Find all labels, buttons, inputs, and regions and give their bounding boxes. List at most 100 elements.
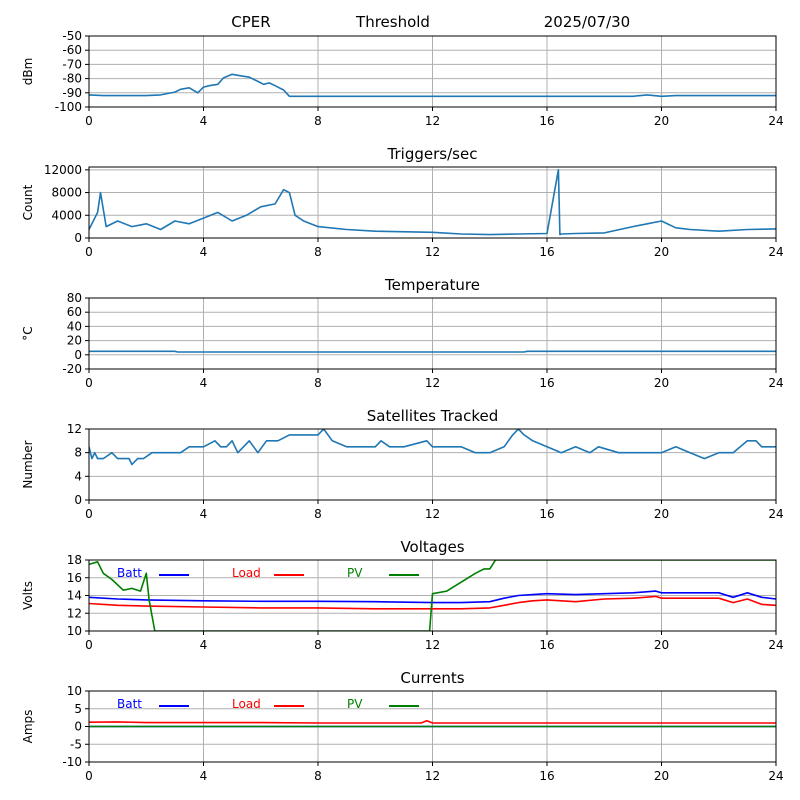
- x-tick-label: 8: [314, 245, 322, 259]
- chart-title: Temperature: [384, 276, 480, 294]
- y-tick-label: 80: [67, 291, 82, 305]
- y-tick-label: 4000: [51, 208, 82, 222]
- x-tick-label: 12: [425, 376, 440, 390]
- series-group: [89, 350, 776, 353]
- chart-panel-1: 0 4 8 12 16 20 24 -100-90-80-70-60-50 dBm: [21, 29, 784, 128]
- y-tick-label: -100: [55, 100, 82, 114]
- chart-panel-2: 0 4 8 12 16 20 24 0 4000 8000 12000 Triggers/sec Cou…: [21, 145, 784, 259]
- series-line-pv: [89, 560, 776, 631]
- legend-label: Load: [232, 697, 261, 711]
- x-tick-label: 8: [314, 376, 322, 390]
- chart-title: Currents: [400, 669, 464, 687]
- series-line: [89, 73, 776, 98]
- x-tick-label: 24: [768, 638, 783, 652]
- y-tick-label: 40: [67, 319, 82, 333]
- y-tick-label: -70: [62, 57, 82, 71]
- legend-item-load: Load: [232, 697, 304, 711]
- legend-item-batt: Batt: [117, 697, 189, 711]
- legend-label: Batt: [117, 566, 142, 580]
- series-line-batt: [89, 590, 776, 604]
- x-tick-label: 4: [200, 769, 208, 783]
- x-tick-label: 12: [425, 769, 440, 783]
- x-tick-label: 0: [85, 376, 93, 390]
- x-tick-label: 0: [85, 114, 93, 128]
- series-line-load: [89, 595, 776, 610]
- series-group: [89, 719, 776, 728]
- x-tick-label: 16: [539, 114, 554, 128]
- y-tick-label: 10: [67, 624, 82, 638]
- y-tick-label: 0: [74, 348, 82, 362]
- y-axis-label: dBm: [21, 58, 35, 86]
- y-tick-label: 4: [74, 469, 82, 483]
- x-tick-label: 20: [654, 638, 669, 652]
- chart-panel-4: 0 4 8 12 16 20 24 0 4 8 12 Satellites Tracked Number: [21, 407, 784, 521]
- y-tick-label: 14: [67, 589, 82, 603]
- series-line: [89, 429, 776, 466]
- y-tick-label: 10: [67, 684, 82, 698]
- series-group: [89, 560, 776, 631]
- x-tick-label: 0: [85, 638, 93, 652]
- y-tick-label: 8: [74, 446, 82, 460]
- legend-item-load: Load: [232, 566, 304, 580]
- x-tick-label: 24: [768, 376, 783, 390]
- y-tick-label: 0: [74, 493, 82, 507]
- figure-header: CPER Threshold 2025/07/30: [231, 13, 630, 31]
- legend-item-pv: PV: [347, 697, 419, 711]
- x-tick-label: 4: [200, 245, 208, 259]
- y-tick-label: 60: [67, 305, 82, 319]
- y-tick-label: 0: [74, 231, 82, 245]
- series-line-load: [89, 719, 776, 724]
- x-tick-label: 20: [654, 245, 669, 259]
- x-tick-label: 12: [425, 245, 440, 259]
- legend-label: Batt: [117, 697, 142, 711]
- chart-panel-6: 0 4 8 12 16 20 24 -10 -5 0 5 10 Currents Amps Batt Load…: [21, 669, 784, 783]
- header-mode: Threshold: [355, 13, 430, 31]
- x-tick-label: 16: [539, 507, 554, 521]
- y-tick-label: 8000: [51, 186, 82, 200]
- x-tick-label: 8: [314, 638, 322, 652]
- x-tick-label: 12: [425, 507, 440, 521]
- y-tick-label: -5: [70, 737, 82, 751]
- legend-label: PV: [347, 697, 363, 711]
- x-tick-label: 24: [768, 114, 783, 128]
- series-line: [89, 169, 776, 236]
- y-tick-label: 12: [67, 606, 82, 620]
- x-tick-label: 8: [314, 114, 322, 128]
- x-tick-label: 24: [768, 769, 783, 783]
- x-tick-label: 24: [768, 245, 783, 259]
- series-group: [89, 429, 776, 466]
- x-tick-label: 4: [200, 507, 208, 521]
- x-tick-label: 4: [200, 114, 208, 128]
- x-tick-label: 12: [425, 114, 440, 128]
- y-tick-label: 18: [67, 553, 82, 567]
- x-tick-label: 20: [654, 114, 669, 128]
- series-group: [89, 169, 776, 236]
- legend-label: Load: [232, 566, 261, 580]
- x-tick-label: 0: [85, 769, 93, 783]
- series-group: [89, 73, 776, 98]
- legend-item-pv: PV: [347, 566, 419, 580]
- x-tick-label: 0: [85, 245, 93, 259]
- y-axis-label: Count: [21, 184, 35, 220]
- y-tick-label: 12000: [44, 163, 82, 177]
- chart-panel-5: 0 4 8 12 16 20 24 10 12 14 16 18 Voltages Volts Batt Lo…: [21, 538, 784, 652]
- y-tick-label: -20: [62, 362, 82, 376]
- y-tick-label: -50: [62, 29, 82, 43]
- x-tick-label: 20: [654, 769, 669, 783]
- x-tick-label: 8: [314, 769, 322, 783]
- y-axis-label: °C: [21, 326, 35, 340]
- y-axis-label: Amps: [21, 710, 35, 744]
- y-tick-label: -90: [62, 86, 82, 100]
- y-tick-label: -10: [62, 755, 82, 769]
- chart-title: Triggers/sec: [387, 145, 478, 163]
- series-line: [89, 350, 776, 353]
- y-tick-label: 16: [67, 571, 82, 585]
- y-tick-label: -60: [62, 43, 82, 57]
- x-tick-label: 16: [539, 245, 554, 259]
- x-tick-label: 4: [200, 638, 208, 652]
- chart-title: Voltages: [400, 538, 464, 556]
- y-tick-label: -80: [62, 72, 82, 86]
